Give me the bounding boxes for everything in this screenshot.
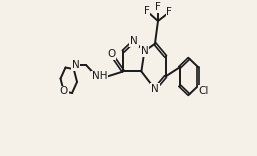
- Text: N: N: [151, 84, 159, 94]
- Text: O: O: [60, 86, 68, 96]
- Text: NH: NH: [92, 71, 107, 81]
- Text: O: O: [107, 49, 115, 59]
- Text: Cl: Cl: [198, 86, 209, 96]
- Text: F: F: [166, 7, 172, 17]
- Text: N: N: [130, 36, 138, 46]
- Text: N: N: [141, 46, 148, 56]
- Text: N: N: [72, 60, 79, 70]
- Text: F: F: [155, 2, 161, 12]
- Text: F: F: [144, 6, 150, 16]
